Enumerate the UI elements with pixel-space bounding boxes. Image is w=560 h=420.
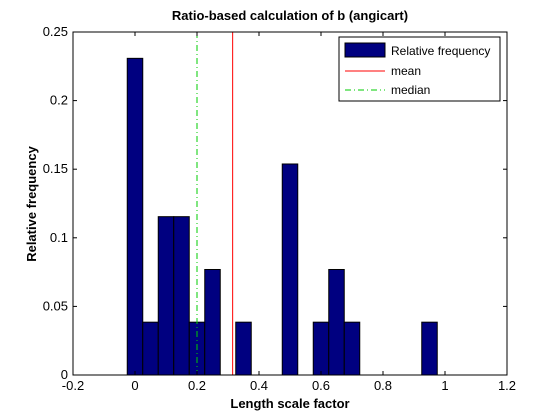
y-axis-title: Relative frequency bbox=[24, 145, 39, 261]
legend: Relative frequency mean median bbox=[338, 36, 501, 102]
histogram-bar bbox=[142, 321, 159, 376]
y-axis-ticks: 0 0.05 0.1 0.15 0.2 0.25 bbox=[43, 24, 507, 382]
y-tick-label: 0.1 bbox=[50, 230, 68, 245]
x-tick-label: 0.6 bbox=[312, 378, 330, 393]
x-tick-label: 1 bbox=[441, 378, 448, 393]
histogram-bar bbox=[173, 216, 190, 376]
histogram-bar bbox=[328, 268, 345, 376]
bars-group bbox=[126, 57, 438, 376]
histogram-bar bbox=[343, 321, 361, 376]
legend-label-relative-frequency: Relative frequency bbox=[391, 44, 490, 58]
histogram-bar bbox=[421, 321, 438, 376]
histogram-bar bbox=[157, 216, 175, 376]
reference-lines-group bbox=[196, 32, 234, 375]
histogram-bar bbox=[281, 163, 299, 376]
histogram-bar bbox=[312, 321, 330, 376]
legend-label-median: median bbox=[391, 83, 430, 97]
x-tick-label: 0.2 bbox=[188, 378, 206, 393]
y-tick-label: 0.2 bbox=[50, 93, 68, 108]
legend-label-mean: mean bbox=[391, 64, 421, 78]
x-tick-label: -0.2 bbox=[62, 378, 84, 393]
x-tick-label: 1.2 bbox=[498, 378, 516, 393]
plot-frame bbox=[72, 31, 508, 376]
histogram-bar bbox=[204, 268, 221, 376]
x-tick-label: 0 bbox=[131, 378, 138, 393]
y-tick-label: 0.05 bbox=[43, 298, 68, 313]
x-tick-label: 0.8 bbox=[374, 378, 392, 393]
legend-swatch-relative-frequency bbox=[344, 42, 386, 58]
histogram-bar bbox=[126, 57, 144, 376]
chart-title: Ratio-based calculation of b (angicart) bbox=[172, 8, 408, 23]
x-tick-label: 0.4 bbox=[250, 378, 268, 393]
histogram-bar bbox=[235, 321, 252, 376]
y-tick-label: 0 bbox=[61, 367, 68, 382]
x-axis-ticks: -0.2 0 0.2 0.4 0.6 0.8 1 1.2 bbox=[62, 32, 516, 393]
y-tick-label: 0.15 bbox=[43, 161, 68, 176]
x-axis-title: Length scale factor bbox=[230, 396, 349, 411]
y-tick-label: 0.25 bbox=[43, 24, 68, 39]
